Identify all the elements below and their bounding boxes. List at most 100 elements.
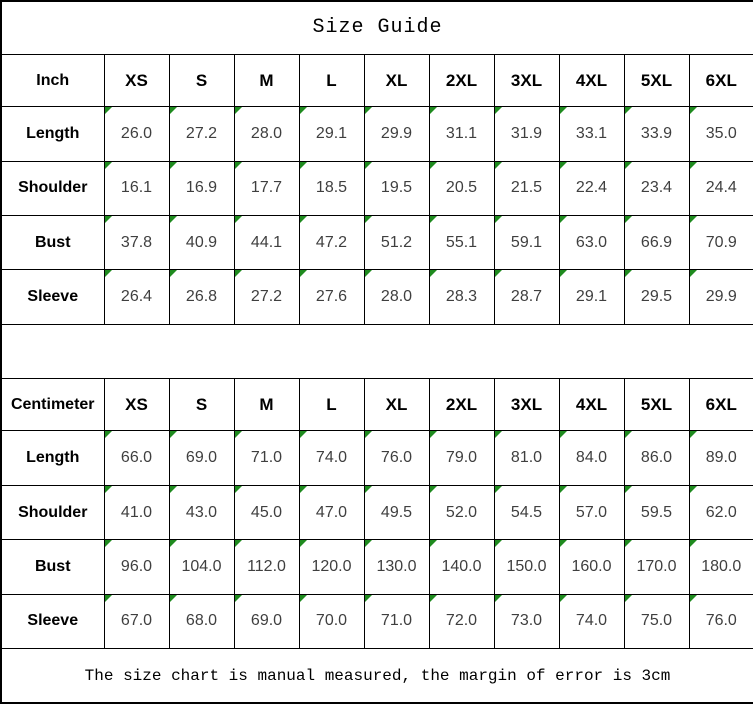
size-value-cell: 29.1 xyxy=(298,106,365,162)
unit-header-cell: Inch xyxy=(0,53,105,108)
size-value-cell: 21.5 xyxy=(493,160,560,216)
size-value-cell: 16.9 xyxy=(168,160,235,216)
cell-corner-marker-icon xyxy=(365,486,372,493)
cell-corner-marker-icon xyxy=(560,107,567,115)
size-value: 49.5 xyxy=(380,503,413,521)
cell-corner-marker-icon xyxy=(495,107,502,115)
size-value: 26.0 xyxy=(120,124,153,142)
size-header-cell: 3XL xyxy=(493,53,560,108)
size-value: 16.9 xyxy=(185,179,218,197)
size-value-cell: 31.1 xyxy=(428,106,495,162)
size-header-cell: L xyxy=(298,378,365,432)
size-header-cell: 4XL xyxy=(558,378,625,432)
size-value-cell: 112.0 xyxy=(233,539,300,595)
size-value-cell: 72.0 xyxy=(428,593,495,650)
cell-corner-marker-icon xyxy=(690,486,697,493)
footer-row: The size chart is manual measured, the m… xyxy=(0,648,753,704)
size-value: 112.0 xyxy=(247,557,286,575)
size-value-cell: 43.0 xyxy=(168,484,235,541)
size-header-cell: 5XL xyxy=(623,378,690,432)
size-value: 70.9 xyxy=(705,233,737,251)
size-value: 51.2 xyxy=(380,233,413,251)
measure-label-cell: Length xyxy=(0,106,105,162)
size-value: 33.9 xyxy=(640,124,673,142)
size-value: 37.8 xyxy=(120,233,153,251)
cell-corner-marker-icon xyxy=(690,595,697,602)
cell-corner-marker-icon xyxy=(495,595,502,602)
cell-corner-marker-icon xyxy=(235,431,242,439)
size-value: 33.1 xyxy=(575,124,608,142)
cell-corner-marker-icon xyxy=(170,595,177,602)
size-value: 29.1 xyxy=(315,124,348,142)
cell-corner-marker-icon xyxy=(560,270,567,278)
cell-corner-marker-icon xyxy=(105,595,112,602)
cell-corner-marker-icon xyxy=(430,540,437,548)
size-value-cell: 27.6 xyxy=(298,269,365,325)
size-value: 35.0 xyxy=(705,124,737,142)
cell-corner-marker-icon xyxy=(235,595,242,602)
size-value: 71.0 xyxy=(380,612,413,630)
size-header-cell: S xyxy=(168,378,235,432)
cell-corner-marker-icon xyxy=(105,270,112,278)
cell-corner-marker-icon xyxy=(430,216,437,223)
size-value-cell: 55.1 xyxy=(428,214,495,271)
cell-corner-marker-icon xyxy=(560,216,567,223)
size-value: 27.6 xyxy=(315,288,348,306)
size-value: 150.0 xyxy=(506,557,547,575)
cell-corner-marker-icon xyxy=(235,486,242,493)
cell-corner-marker-icon xyxy=(560,431,567,439)
size-header-cell: 5XL xyxy=(623,53,690,108)
size-value-cell: 31.9 xyxy=(493,106,560,162)
size-value-cell: 96.0 xyxy=(103,539,170,595)
size-value: 66.9 xyxy=(640,233,673,251)
size-value: 84.0 xyxy=(575,449,608,467)
size-value-cell: 28.7 xyxy=(493,269,560,325)
size-header-cell: XS xyxy=(103,53,170,108)
size-value-cell: 57.0 xyxy=(558,484,625,541)
size-value-cell: 160.0 xyxy=(558,539,625,595)
size-value-cell: 73.0 xyxy=(493,593,560,650)
size-header-cell: XL xyxy=(363,378,430,432)
measurement-row: Length 66.0 69.0 71.0 74.0 76.0 79.0 81.0 84.0 86… xyxy=(0,430,753,486)
size-value-cell: 45.0 xyxy=(233,484,300,541)
size-value: 76.0 xyxy=(380,449,413,467)
measure-label-cell: Sleeve xyxy=(0,593,105,650)
cell-corner-marker-icon xyxy=(300,162,307,169)
size-value-cell: 69.0 xyxy=(168,430,235,486)
cell-corner-marker-icon xyxy=(105,540,112,548)
size-value-cell: 63.0 xyxy=(558,214,625,271)
cell-corner-marker-icon xyxy=(430,431,437,439)
size-value-cell: 62.0 xyxy=(688,484,753,541)
measurement-row: Length 26.0 27.2 28.0 29.1 29.9 31.1 31.9 33.1 33… xyxy=(0,106,753,162)
cell-corner-marker-icon xyxy=(495,431,502,439)
size-value: 170.0 xyxy=(636,557,677,575)
measurement-row: Sleeve 26.4 26.8 27.2 27.6 28.0 28.3 28.7 29.1 29… xyxy=(0,269,753,325)
cell-corner-marker-icon xyxy=(300,540,307,548)
cell-corner-marker-icon xyxy=(365,107,372,115)
cell-corner-marker-icon xyxy=(170,162,177,169)
cell-corner-marker-icon xyxy=(625,270,632,278)
size-value: 23.4 xyxy=(640,179,673,197)
size-value-cell: 54.5 xyxy=(493,484,560,541)
size-value: 26.8 xyxy=(185,288,218,306)
cell-corner-marker-icon xyxy=(625,486,632,493)
cell-corner-marker-icon xyxy=(170,270,177,278)
size-value: 28.0 xyxy=(250,124,283,142)
size-value-cell: 84.0 xyxy=(558,430,625,486)
size-value: 140.0 xyxy=(441,557,482,575)
cell-corner-marker-icon xyxy=(300,486,307,493)
cell-corner-marker-icon xyxy=(365,595,372,602)
cell-corner-marker-icon xyxy=(170,431,177,439)
cell-corner-marker-icon xyxy=(560,162,567,169)
size-value-cell: 81.0 xyxy=(493,430,560,486)
size-value-cell: 20.5 xyxy=(428,160,495,216)
size-value: 27.2 xyxy=(185,124,218,142)
size-value-cell: 104.0 xyxy=(168,539,235,595)
measurement-row: Shoulder 41.0 43.0 45.0 47.0 49.5 52.0 54.5 57.0… xyxy=(0,484,753,541)
size-value-cell: 51.2 xyxy=(363,214,430,271)
cell-corner-marker-icon xyxy=(170,107,177,115)
measure-label-cell: Shoulder xyxy=(0,160,105,216)
size-value: 76.0 xyxy=(705,612,737,630)
size-value-cell: 70.0 xyxy=(298,593,365,650)
